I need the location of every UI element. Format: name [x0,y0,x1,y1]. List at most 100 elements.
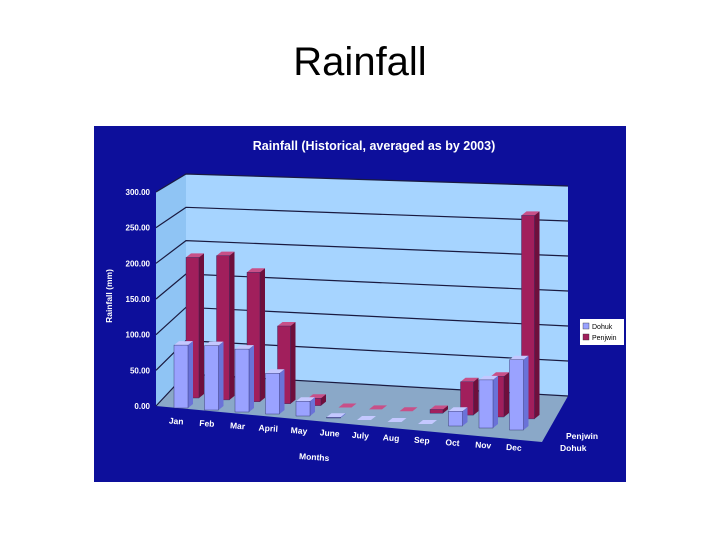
bar-front [234,348,250,413]
x-tick-label: Jan [169,416,184,427]
bar-side [290,322,296,404]
x-tick-label: Mar [230,420,246,431]
bar-top [296,397,315,402]
rainfall-3d-bar-chart: 0.0050.00100.00150.00200.00250.00300.00 … [104,139,624,463]
bar-top [247,268,265,273]
bar-dohuk [478,375,498,429]
bar-top [265,369,285,374]
bars [173,211,540,431]
bar-top [448,407,468,412]
bar-side [188,341,193,408]
bar-top [430,405,448,410]
bar-top [399,407,418,412]
bar-top [204,341,224,346]
bar-side [249,345,254,412]
bar-side [321,394,326,406]
bar-top [418,420,437,424]
legend: Dohuk Penjwin [580,319,624,345]
gridline [155,206,569,229]
bar-front [429,409,444,414]
bar-side [218,341,224,410]
depth-label-dohuk: Dohuk [560,443,587,453]
x-tick-label: Sep [414,435,430,446]
bar-penjwin [429,405,448,414]
x-axis-label: Months [299,451,330,463]
y-tick-label: 50.00 [130,366,151,375]
bar-side [443,405,448,414]
bar-dohuk [295,397,315,417]
bar-top [479,375,498,380]
depth-label-penjwin: Penjwin [566,431,598,441]
y-tick-label: 200.00 [126,259,151,268]
bar-penjwin [338,403,357,408]
bar-side [229,251,235,400]
bar-side [493,375,498,428]
bar-top [357,416,376,420]
bar-side [260,268,265,402]
bar-dohuk [448,407,468,427]
bar-top [326,413,346,418]
slide-title: Rainfall [293,40,427,84]
bar-top [216,251,235,256]
bar-top [509,355,529,360]
bar-dohuk [387,418,407,422]
bar-top [387,418,407,422]
bar-dohuk [173,341,193,409]
bar-top [235,345,254,350]
legend-label-penjwin: Penjwin [592,335,617,342]
bar-front [478,379,494,429]
bar-side [310,397,315,416]
bar-front [265,373,280,415]
x-axis-categories: Jan Feb Mar April May June July Aug Sep Oct Nov Dec [169,416,523,453]
legend-swatch-dohuk [582,322,590,330]
bar-penjwin [399,407,418,412]
y-tick-label: 0.00 [134,402,150,411]
x-tick-label: Feb [199,418,215,429]
bar-front [173,344,189,409]
bar-top [460,377,479,382]
x-tick-label: Aug [383,432,400,443]
bar-penjwin [460,377,479,416]
bar-front [448,411,463,427]
y-tick-label: 250.00 [126,224,151,233]
bar-dohuk [357,416,376,420]
legend-swatch-penjwin [582,333,590,341]
x-tick-label: April [258,423,278,434]
x-tick-label: May [290,425,307,436]
bar-top [338,403,357,408]
bar-dohuk [265,369,285,415]
bar-top [369,405,387,410]
gridline [155,240,569,264]
chart-title: Rainfall (Historical, averaged as by 200… [253,139,495,153]
x-tick-label: Dec [506,442,523,453]
gridline [155,173,569,193]
x-tick-label: July [352,430,370,441]
bar-top [186,253,204,258]
y-axis-label: Rainfall (mm) [104,269,114,323]
y-tick-label: 150.00 [126,295,151,304]
y-tick-label: 100.00 [126,331,151,340]
chart-panel: 0.00 50.00 100.00 150.00 200.00 250.00 300.00 … [94,126,626,482]
bar-dohuk [509,355,529,431]
bar-side [523,355,529,430]
bar-top [521,211,540,216]
bar-side [462,407,468,426]
bar-front [295,401,311,417]
x-tick-label: June [319,427,340,438]
bar-dohuk [418,420,437,424]
bar-front [509,359,524,431]
bar-penjwin [369,405,387,410]
x-tick-label: Nov [475,439,492,450]
bar-top [277,322,296,326]
bar-dohuk [326,413,346,419]
bar-top [491,372,509,377]
bar-side [340,413,346,418]
bar-dohuk [204,341,224,411]
bar-front [326,417,341,419]
bar-front [204,345,219,411]
y-tick-label: 300.00 [126,188,151,197]
bar-top [174,341,193,346]
bar-dohuk [234,345,254,413]
bar-side [534,211,540,419]
bar-side [504,372,509,417]
